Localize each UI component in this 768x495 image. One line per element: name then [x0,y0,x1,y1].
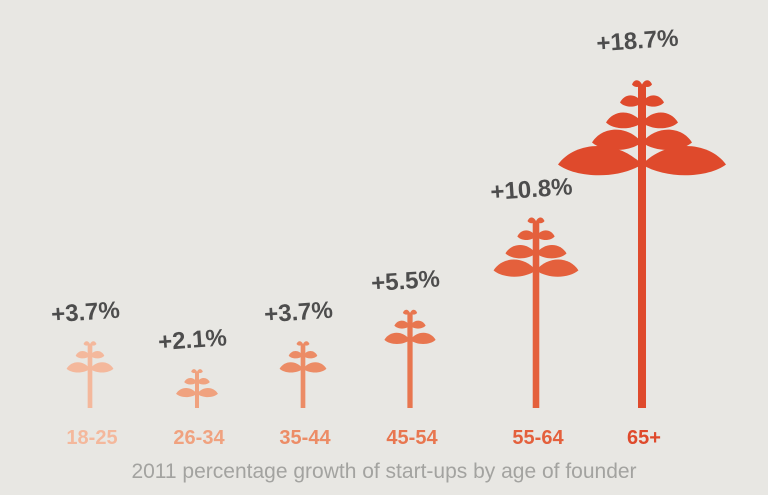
plant-26-34 [176,369,218,408]
leaf-left [493,259,536,277]
leaf-right [197,387,218,398]
leaf-right [90,351,105,359]
category-label: 18-25 [66,427,117,449]
leaf-right [90,362,114,373]
leaf-right [642,95,664,107]
leaf-left [288,351,303,359]
leaf-right [642,112,678,129]
plant-45-54 [384,309,436,408]
leaf-left [66,362,90,373]
bar-stem [300,343,306,408]
leaf-left [296,341,303,346]
category-label: 26-34 [173,427,225,449]
category-label: 55-64 [512,427,564,449]
leaf-right [303,362,327,373]
plant-35-44 [279,341,327,408]
category-label: 65+ [627,427,661,449]
plant-55-64 [493,217,579,408]
leaf-left [505,244,536,259]
leaf-right [90,341,97,346]
bar-stem [638,84,646,409]
bar-stem [532,221,540,408]
leaf-left [83,341,90,346]
leaf-right [536,259,579,277]
category-label: 35-44 [279,427,331,449]
leaf-left [75,351,90,359]
data-label: +2.1% [157,324,227,356]
leaf-left [606,112,642,129]
leaf-right [410,309,418,315]
bar-stem [194,371,200,408]
leaf-right [303,341,310,346]
leaf-left [184,377,197,385]
leaf-left [191,369,197,374]
leaf-left [517,230,536,240]
plant-18-25 [66,341,114,408]
data-label: +10.8% [490,173,574,206]
data-label: +3.7% [50,297,120,329]
leaf-left [527,217,536,224]
leaf-right [642,80,652,87]
leaf-right [303,351,318,359]
leaf-left [176,387,197,398]
leaf-left [592,129,642,150]
data-label: +3.7% [263,297,333,329]
data-label: +5.5% [370,266,440,298]
leaf-right [197,377,210,385]
leaf-right [642,129,692,150]
leaf-left [394,320,410,329]
leaf-right [410,332,436,345]
chart-caption: 2011 percentage growth of start-ups by a… [131,460,637,483]
leaf-left [279,362,303,373]
leaf-right [536,217,545,224]
bar-stem [407,312,413,408]
leaf-right [197,369,203,374]
category-label: 45-54 [386,427,438,449]
bar-stem [87,343,93,408]
leaf-right [642,145,726,176]
data-label: +18.7% [596,25,680,58]
leaf-left [384,332,410,345]
leaf-right [410,320,426,329]
leaf-right [536,230,555,240]
leaf-left [558,145,642,176]
leaf-right [536,244,567,259]
leaf-left [620,95,642,107]
leaf-left [402,309,410,315]
leaf-left [632,80,642,87]
plant-65+ [558,80,726,409]
